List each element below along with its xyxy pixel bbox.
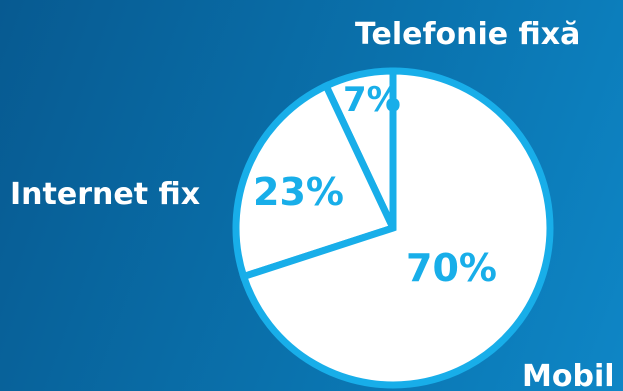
slice-label-mobil: Mobil: [522, 359, 615, 391]
slice-value-telefonie-fixa: 7%: [343, 80, 401, 120]
slice-value-mobil: 70%: [406, 246, 497, 290]
pie-slices: [232, 67, 554, 389]
slice-value-internet-fix: 23%: [253, 170, 344, 214]
pie-slice-internet-fix: [232, 81, 398, 281]
slice-label-internet-fix: Internet fix: [10, 177, 200, 212]
slice-label-telefonie-fixa: Telefonie fixă: [355, 17, 580, 52]
pie-slice-mobil: [239, 67, 554, 389]
